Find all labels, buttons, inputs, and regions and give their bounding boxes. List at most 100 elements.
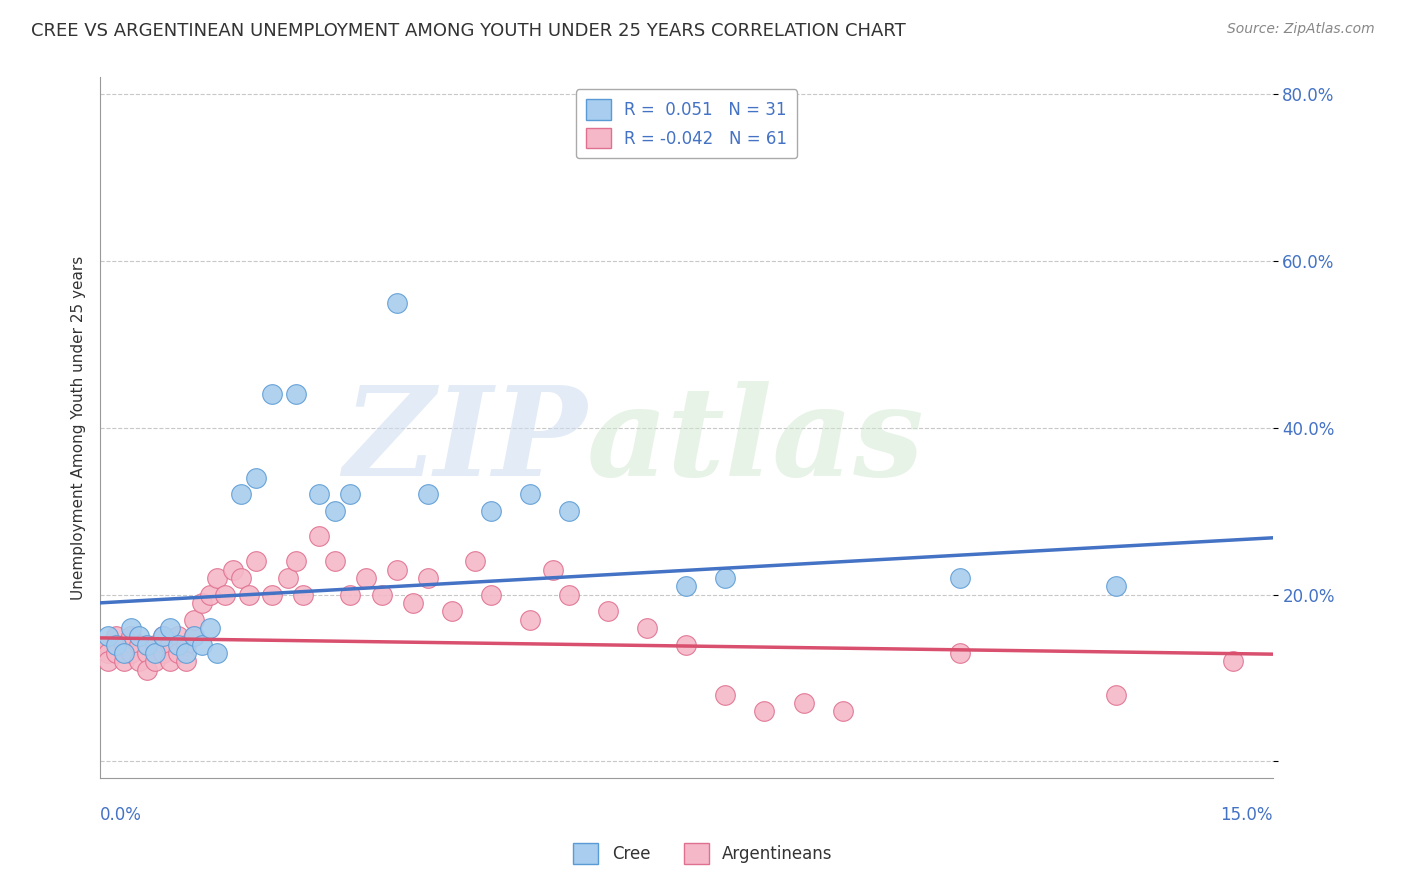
Point — [112, 638, 135, 652]
Point — [323, 554, 346, 568]
Point — [793, 696, 815, 710]
Text: CREE VS ARGENTINEAN UNEMPLOYMENT AMONG YOUTH UNDER 25 YEARS CORRELATION CHART: CREE VS ARGENTINEAN UNEMPLOYMENT AMONG Y… — [31, 22, 905, 40]
Point — [370, 588, 392, 602]
Point — [385, 562, 408, 576]
Point — [97, 638, 120, 652]
Point — [949, 646, 972, 660]
Legend: Cree, Argentineans: Cree, Argentineans — [567, 837, 839, 871]
Point — [136, 663, 159, 677]
Point — [1222, 654, 1244, 668]
Point — [754, 704, 776, 718]
Point — [675, 638, 697, 652]
Text: 15.0%: 15.0% — [1220, 806, 1272, 824]
Point — [120, 629, 142, 643]
Point — [1105, 688, 1128, 702]
Point — [292, 588, 315, 602]
Point — [128, 629, 150, 643]
Point — [479, 588, 502, 602]
Point — [143, 654, 166, 668]
Point — [104, 646, 127, 660]
Y-axis label: Unemployment Among Youth under 25 years: Unemployment Among Youth under 25 years — [72, 256, 86, 599]
Point — [214, 588, 236, 602]
Point — [97, 646, 120, 660]
Point — [104, 629, 127, 643]
Point — [284, 554, 307, 568]
Point — [558, 504, 581, 518]
Point — [198, 588, 221, 602]
Point — [519, 487, 541, 501]
Point — [323, 504, 346, 518]
Point — [949, 571, 972, 585]
Point — [262, 387, 284, 401]
Text: Source: ZipAtlas.com: Source: ZipAtlas.com — [1227, 22, 1375, 37]
Point — [152, 646, 174, 660]
Point — [418, 571, 440, 585]
Point — [714, 688, 737, 702]
Point — [229, 487, 252, 501]
Point — [598, 604, 620, 618]
Point — [183, 629, 205, 643]
Point — [714, 571, 737, 585]
Point — [308, 487, 330, 501]
Point — [190, 638, 212, 652]
Point — [308, 529, 330, 543]
Point — [104, 638, 127, 652]
Point — [519, 613, 541, 627]
Point — [190, 596, 212, 610]
Point — [152, 629, 174, 643]
Text: ZIP: ZIP — [343, 381, 586, 502]
Point — [136, 638, 159, 652]
Point — [440, 604, 463, 618]
Legend: R =  0.051   N = 31, R = -0.042   N = 61: R = 0.051 N = 31, R = -0.042 N = 61 — [575, 89, 797, 158]
Point — [831, 704, 853, 718]
Point — [143, 638, 166, 652]
Point — [464, 554, 486, 568]
Point — [183, 613, 205, 627]
Point — [183, 629, 205, 643]
Point — [159, 621, 181, 635]
Point — [245, 471, 267, 485]
Point — [262, 588, 284, 602]
Point — [143, 646, 166, 660]
Point — [207, 571, 229, 585]
Point — [152, 629, 174, 643]
Point — [245, 554, 267, 568]
Point — [136, 646, 159, 660]
Point — [120, 621, 142, 635]
Point — [385, 295, 408, 310]
Point — [120, 646, 142, 660]
Text: atlas: atlas — [586, 381, 924, 502]
Point — [174, 654, 197, 668]
Point — [636, 621, 658, 635]
Point — [174, 646, 197, 660]
Point — [222, 562, 245, 576]
Point — [112, 646, 135, 660]
Point — [339, 588, 361, 602]
Point — [418, 487, 440, 501]
Point — [174, 638, 197, 652]
Point — [479, 504, 502, 518]
Point — [207, 646, 229, 660]
Point — [159, 638, 181, 652]
Point — [543, 562, 565, 576]
Point — [402, 596, 425, 610]
Point — [159, 654, 181, 668]
Point — [128, 638, 150, 652]
Point — [675, 579, 697, 593]
Point — [167, 646, 190, 660]
Point — [558, 588, 581, 602]
Text: 0.0%: 0.0% — [100, 806, 142, 824]
Point — [277, 571, 299, 585]
Point — [354, 571, 377, 585]
Point — [198, 621, 221, 635]
Point — [238, 588, 260, 602]
Point — [112, 654, 135, 668]
Point — [229, 571, 252, 585]
Point — [167, 629, 190, 643]
Point — [128, 654, 150, 668]
Point — [97, 654, 120, 668]
Point — [167, 638, 190, 652]
Point — [284, 387, 307, 401]
Point — [97, 629, 120, 643]
Point — [339, 487, 361, 501]
